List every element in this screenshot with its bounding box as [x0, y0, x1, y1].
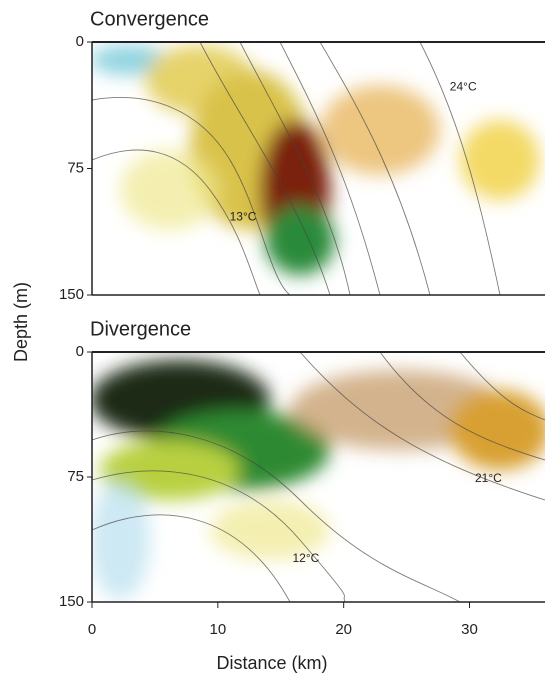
isotherm-label: 13°C	[230, 210, 257, 224]
y-tick-label: 0	[76, 33, 84, 50]
x-tick-label: 30	[461, 621, 478, 638]
isotherm-label: 24°C	[450, 80, 477, 94]
y-tick-label: 150	[59, 593, 84, 610]
panel-title: Convergence	[90, 8, 209, 30]
panel-title: Divergence	[90, 318, 191, 340]
y-tick-label: 75	[67, 159, 84, 176]
x-axis-label: Distance (km)	[216, 653, 327, 673]
x-tick-label: 0	[88, 621, 96, 638]
y-tick-label: 75	[67, 468, 84, 485]
y-tick-label: 150	[59, 286, 84, 303]
isotherm-label: 21°C	[475, 471, 502, 485]
x-tick-label: 10	[209, 621, 226, 638]
y-axis-label: Depth (m)	[11, 282, 31, 362]
y-tick-label: 0	[76, 343, 84, 360]
isotherm-label: 12°C	[293, 551, 320, 565]
x-tick-label: 20	[335, 621, 352, 638]
figure: Convergence 0 75 150 24°C 13°C Divergence 0 75 15…	[0, 0, 545, 688]
